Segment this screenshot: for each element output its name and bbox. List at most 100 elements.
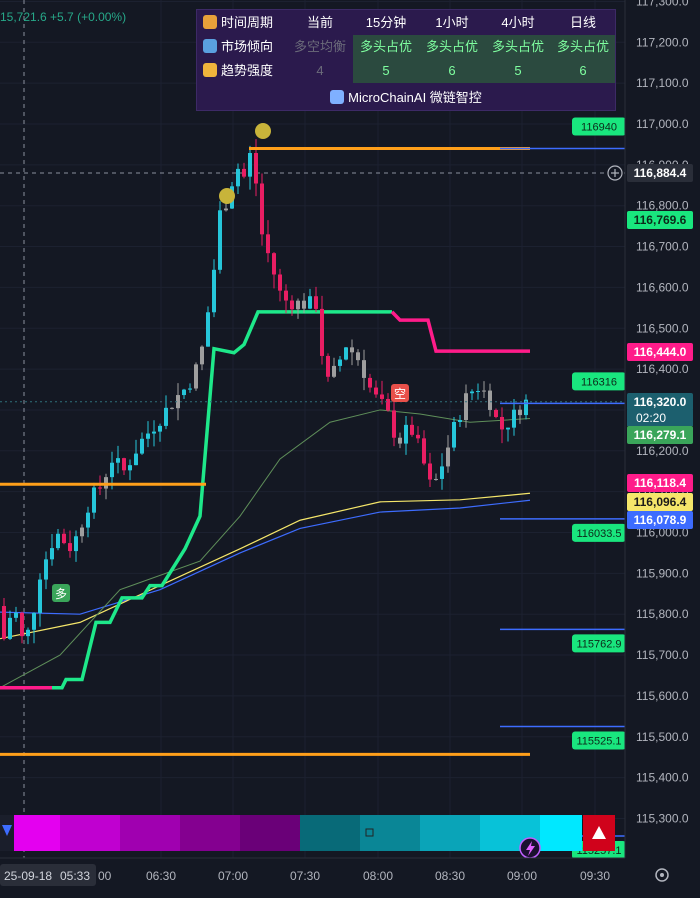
candle-body [320, 308, 324, 356]
candle-body [38, 579, 42, 613]
hud-col-4h: 4小时 [501, 15, 535, 30]
candle-body [440, 466, 444, 479]
candle-body [344, 347, 348, 360]
candle-body [20, 612, 24, 637]
candle-body [464, 393, 468, 421]
candles[interactable] [2, 139, 528, 645]
hud-trend-label: 市场倾向 [197, 35, 289, 59]
long-signal-badge: 多 [52, 584, 70, 602]
multi-timeframe-panel: 时间周期 当前 15分钟 1小时 4小时 日线 市场倾向 多空均衡 多头占优 多… [196, 9, 616, 111]
strip-segment [360, 815, 420, 851]
settings-gear-icon[interactable] [655, 868, 669, 882]
ma-green-line [0, 409, 531, 689]
price-axis-labels: 116,884.4 116,769.6 116,444.0 116,320.0 116,… [627, 164, 693, 529]
price-label-last: 116,320.0 [627, 393, 693, 411]
candle-body [146, 433, 150, 439]
candle-body [116, 458, 120, 463]
candle-body [128, 465, 132, 471]
candle-body [386, 398, 390, 411]
hud-trend-label-text: 市场倾向 [221, 39, 274, 54]
hud-col-1h: 1小时 [435, 15, 469, 30]
time-tick: 09:00 [507, 869, 537, 883]
ma-yellow-line [0, 492, 531, 640]
short-signal-badge: 空 [391, 384, 409, 402]
candle-body [488, 390, 492, 410]
hud-header-label-text: 时间周期 [221, 15, 274, 30]
countdown-text: 02:20 [636, 411, 666, 425]
candle-body [368, 377, 372, 388]
price-label-bg [627, 164, 693, 182]
candle-body [416, 434, 420, 439]
candle-body [458, 420, 462, 422]
candle-body [314, 296, 318, 309]
time-tick: 07:00 [218, 869, 248, 883]
candle-body [92, 487, 96, 513]
time-tick: 09:30 [580, 869, 610, 883]
overlay-marks: 多空 [52, 123, 409, 602]
level-tag-bg [572, 117, 626, 136]
candle-body [470, 391, 474, 394]
hud-footer: MicroChainAI 微链智控 [197, 87, 615, 109]
level-tag: 116940 [572, 117, 626, 136]
candle-body [332, 365, 336, 377]
hud-footer-text: MicroChainAI 微链智控 [348, 90, 482, 105]
price-tick: 116,600.0 [636, 280, 689, 294]
price-tick: 115,600.0 [636, 689, 689, 703]
price-label-green1: 116,769.6 [627, 211, 693, 229]
candle-body [170, 407, 174, 409]
price-label-bg [627, 426, 693, 444]
lightning-icon[interactable] [519, 837, 541, 859]
strip-segment [300, 815, 360, 851]
price-label-countdown: 02:20 [627, 410, 693, 426]
time-axis-ticks[interactable]: 06:30 07:00 07:30 08:00 08:30 09:00 09:30 [146, 869, 610, 883]
candle-body [296, 300, 300, 310]
hud-strength-row: 趋势强度 4 5 6 5 6 [197, 59, 615, 83]
level-tag-text: 116940 [581, 122, 617, 134]
hud-trend-1h: 多头占优 [419, 35, 485, 59]
candle-body [278, 274, 282, 291]
time-tick: 06:30 [146, 869, 176, 883]
price-tick: 115,300.0 [636, 811, 689, 825]
level-tag-bg [572, 634, 626, 653]
candle-body [392, 410, 396, 438]
candle-body [26, 629, 30, 637]
countdown-bg [627, 410, 693, 426]
crosshair-add-icon[interactable] [607, 165, 623, 181]
price-label-text: 116,279.1 [634, 428, 687, 442]
candle-body [248, 153, 252, 177]
candle-body [152, 431, 156, 434]
candle-body [188, 388, 192, 390]
level-tag: 116033.5 [572, 523, 626, 542]
candle-body [200, 346, 204, 365]
price-label-bg [627, 511, 693, 529]
ma-blue-line [0, 499, 531, 615]
candle-body [434, 478, 438, 480]
level-tag: 115762.9 [572, 634, 626, 653]
candle-body [356, 352, 360, 361]
candle-body [8, 617, 12, 639]
time-tick-partial: 00 [98, 869, 112, 883]
price-label-text: 116,118.4 [634, 476, 686, 490]
hud-strength-label: 趋势强度 [197, 59, 289, 83]
candle-body [518, 409, 522, 416]
hud-col-1d: 日线 [569, 15, 596, 30]
long-signal-text: 多 [55, 587, 67, 601]
candle-body [482, 390, 486, 392]
level-tag-text: 116033.5 [576, 528, 621, 540]
candle-body [62, 533, 66, 544]
price-label-bg [627, 493, 693, 511]
price-label-bg [627, 343, 693, 361]
candle-body [86, 512, 90, 528]
level-tag-text: 115762.9 [576, 638, 621, 650]
price-label-yellow: 116,096.4 [627, 493, 693, 511]
candle-body [494, 409, 498, 417]
price-label-green2: 116,279.1 [627, 426, 693, 444]
price-tick: 117,300.0 [636, 0, 689, 8]
candle-body [380, 394, 384, 399]
hud-trend-row: 市场倾向 多空均衡 多头占优 多头占优 多头占优 多头占优 [197, 35, 615, 59]
price-label-crosshair: 116,884.4 [627, 164, 693, 182]
candle-body [98, 487, 102, 489]
cursor-date-bg [0, 864, 96, 886]
